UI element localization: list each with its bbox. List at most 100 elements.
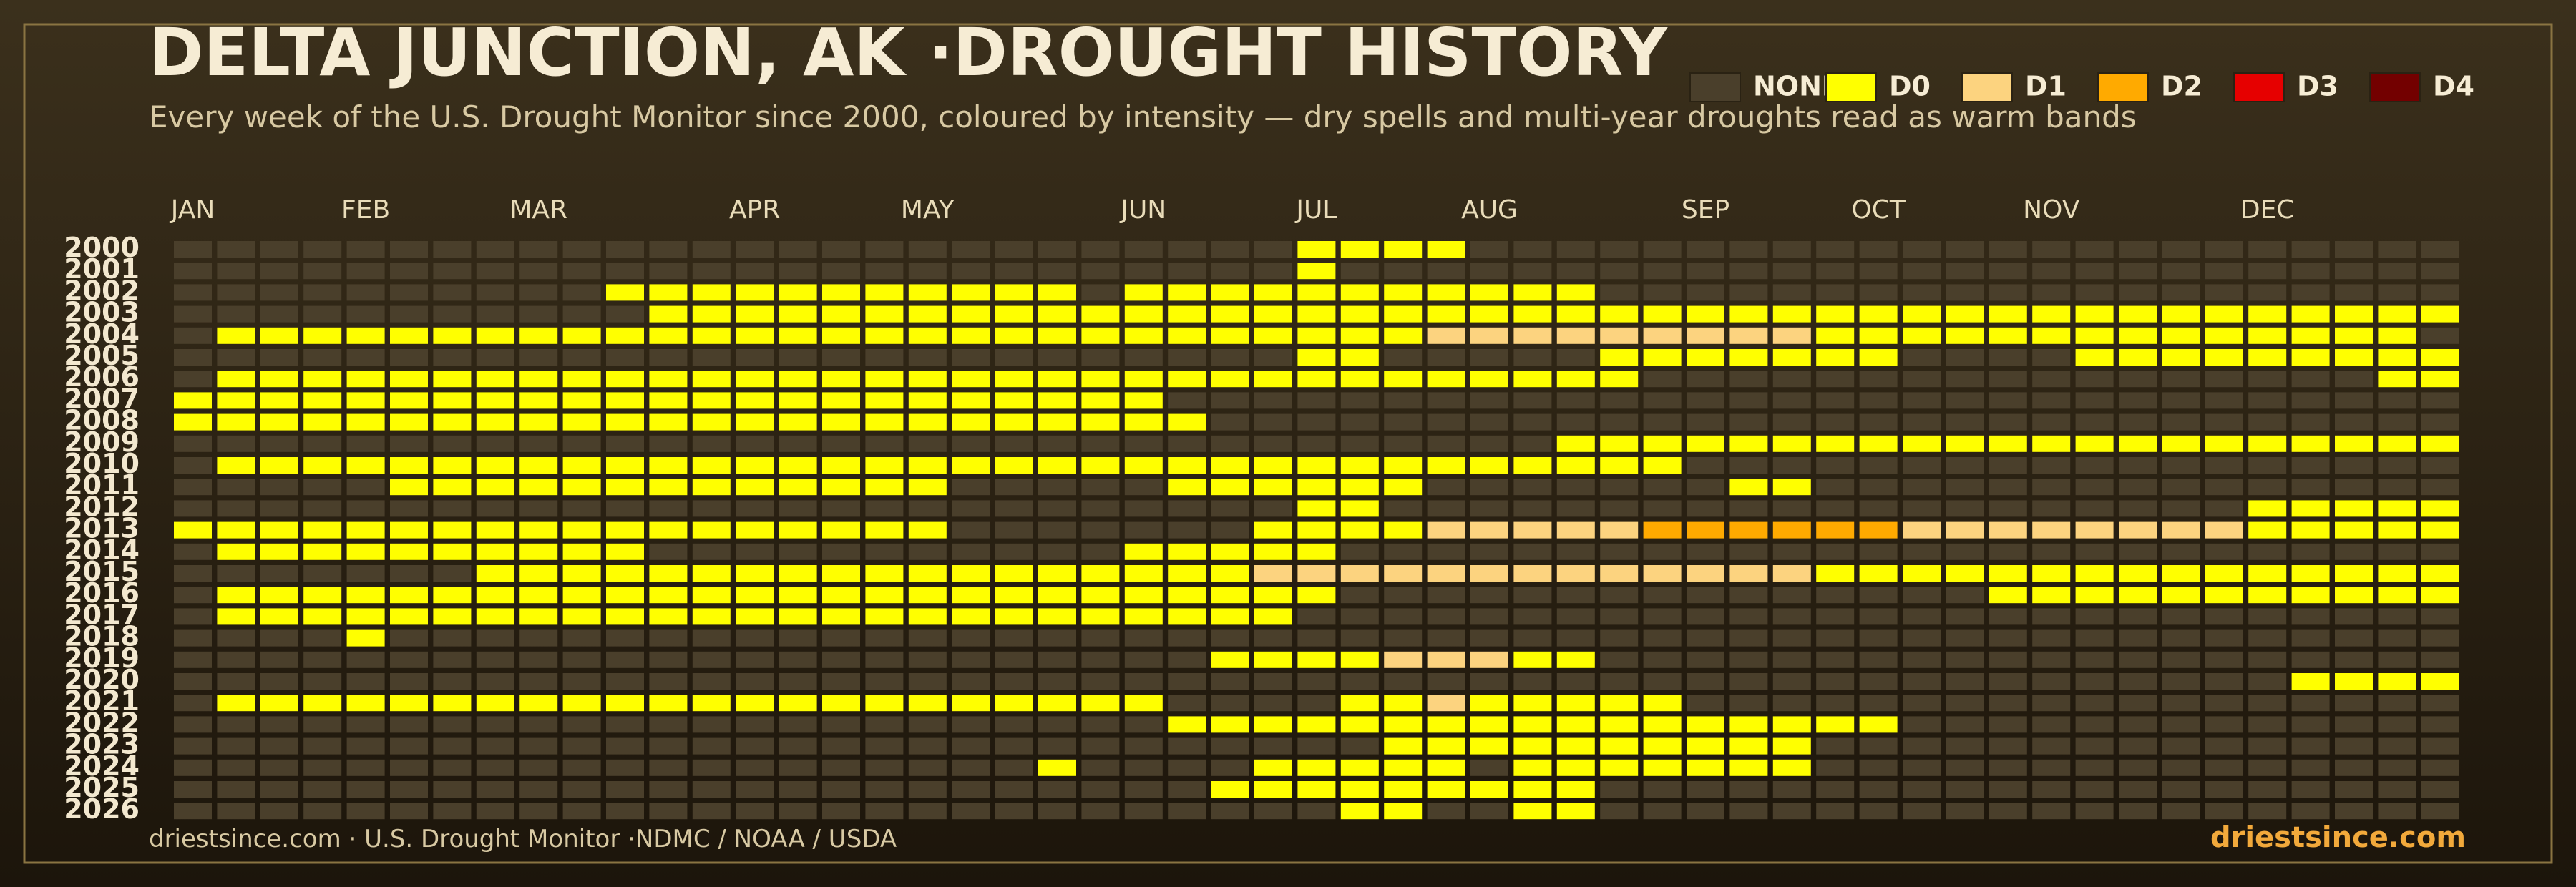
week-cell [303,695,342,712]
week-cell [1556,371,1595,388]
week-cell [1643,349,1682,366]
month-label: MAR [509,195,567,225]
week-cell [2162,413,2200,431]
week-cell [1340,673,1379,690]
week-cell [217,608,255,625]
week-cell [1556,263,1595,280]
week-cell [303,500,342,517]
week-cell [303,349,342,366]
week-cell [217,371,255,388]
week-cell [1513,695,1552,712]
week-cell [1340,651,1379,668]
week-cell [1384,284,1423,301]
week-cell [822,500,860,517]
week-cell [822,413,860,431]
week-cell [2032,435,2071,452]
week-cell [1340,565,1379,582]
week-cell [2032,392,2071,409]
week-cell [606,695,644,712]
month-label: JUL [1294,195,1337,225]
month-label: NOV [2023,195,2080,225]
week-cell [1038,781,1076,798]
week-cell [1384,781,1423,798]
week-cell [1038,759,1076,776]
week-cell [1772,479,1811,496]
week-cell [995,781,1033,798]
week-cell [1427,435,1465,452]
week-cell [779,327,817,344]
week-cell [1168,651,1206,668]
week-cell [1081,241,1120,258]
week-cell [1772,695,1811,712]
week-cell [1211,371,1249,388]
week-cell [1038,521,1076,539]
week-cell [303,263,342,280]
week-cell [952,349,990,366]
week-cell [1211,327,1249,344]
week-cell [2162,803,2200,820]
week-cell [2162,500,2200,517]
week-cell [1687,543,1724,560]
week-cell [1989,263,2027,280]
week-cell [433,392,472,409]
week-cell [1859,305,1898,323]
week-cell [1254,305,1292,323]
week-cell [1211,457,1249,474]
week-cell [995,521,1033,539]
week-cell [692,305,731,323]
week-cell [2248,781,2287,798]
week-cell [865,651,904,668]
week-cell [649,263,688,280]
week-cell [476,608,514,625]
week-cell [1124,695,1163,712]
week-cell [1556,521,1595,539]
week-cell [2162,457,2200,474]
week-cell [692,629,731,647]
week-cell [1989,500,2027,517]
week-cell [1903,673,1941,690]
week-cell [1211,737,1249,755]
week-cell [1946,305,1984,323]
week-cell [260,349,298,366]
week-cell [2075,803,2114,820]
week-cell [1470,587,1508,604]
week-cell [2075,435,2114,452]
week-cell [2119,759,2157,776]
week-cell [779,263,817,280]
week-cell [1816,716,1855,733]
week-cell [1254,716,1292,733]
week-cell [2291,716,2330,733]
week-cell [1081,284,1120,301]
week-cell [1168,781,1206,798]
week-cell [1859,565,1898,582]
week-cell [692,737,731,755]
week-cell [390,500,428,517]
week-cell [390,521,428,539]
week-cell [1211,349,1249,366]
month-label: OCT [1851,195,1906,225]
week-cell [433,413,472,431]
week-cell [1859,457,1898,474]
week-cell [1124,305,1163,323]
week-cell [1643,608,1682,625]
week-cell [1297,543,1336,560]
week-cell [2205,759,2243,776]
week-cell [346,327,385,344]
week-cell [2075,392,2114,409]
week-cell [1729,457,1768,474]
week-cell [2378,629,2416,647]
week-cell [1081,565,1120,582]
week-cell [1427,457,1465,474]
week-cell [1687,608,1724,625]
week-cell [260,803,298,820]
week-cell [1384,263,1423,280]
week-cell [1384,305,1423,323]
week-cell [2378,371,2416,388]
week-cell [260,284,298,301]
month-label: FEB [341,195,390,225]
week-cell [1816,392,1855,409]
week-cell [1729,284,1768,301]
week-cell [692,803,731,820]
week-cell [1816,673,1855,690]
week-cell [736,737,774,755]
